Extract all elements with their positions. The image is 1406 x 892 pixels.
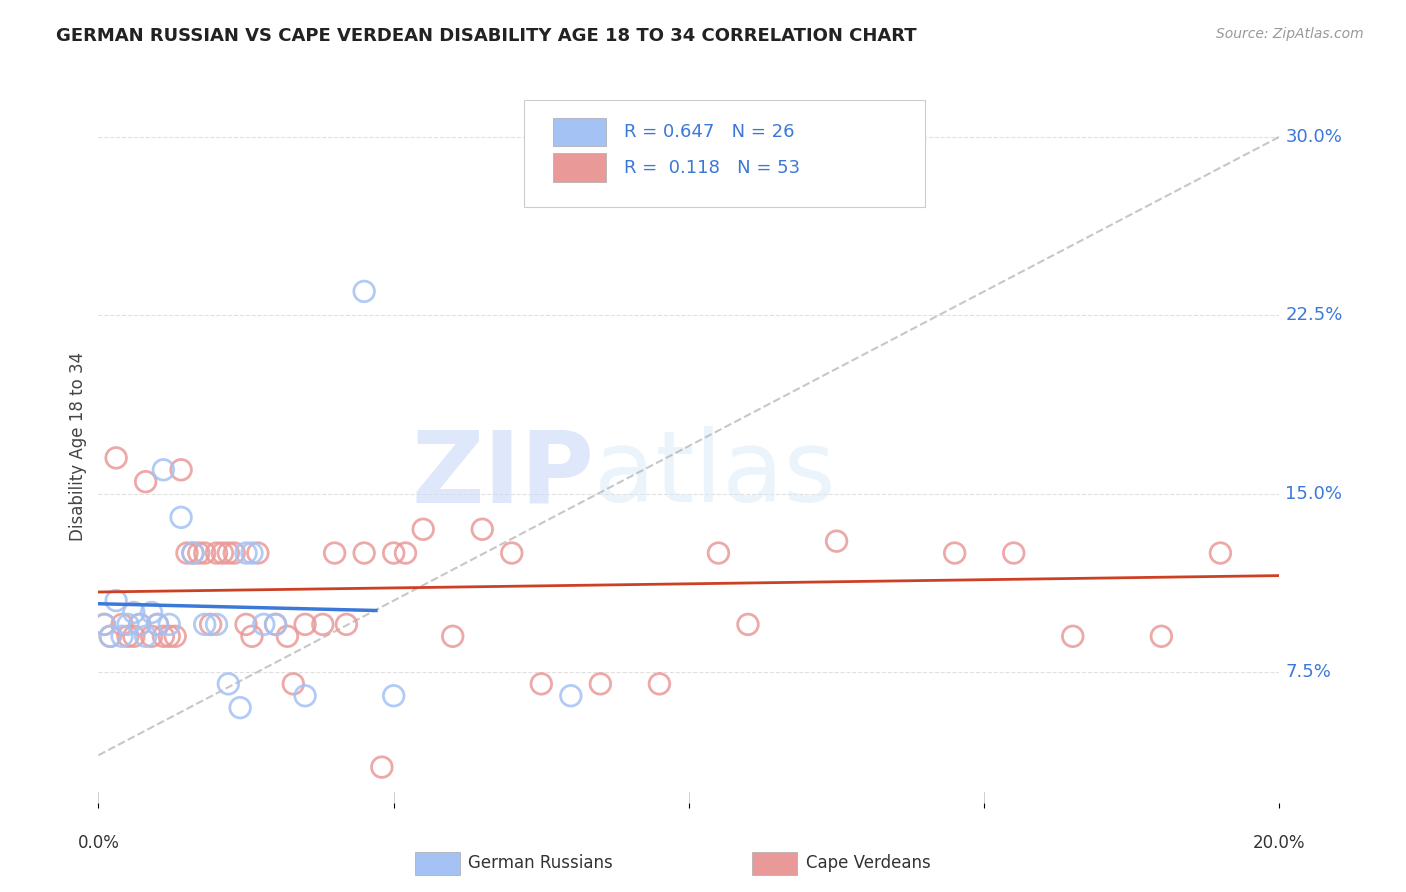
Text: 20.0%: 20.0% — [1253, 834, 1306, 852]
Point — [412, 522, 434, 536]
Text: 15.0%: 15.0% — [1285, 484, 1343, 502]
Point — [737, 617, 759, 632]
Point — [111, 617, 134, 632]
Point — [441, 629, 464, 643]
Point — [205, 546, 228, 560]
Point — [371, 760, 394, 774]
Point — [152, 629, 174, 643]
Point — [146, 617, 169, 632]
Point — [560, 689, 582, 703]
Point — [141, 606, 163, 620]
Point — [240, 629, 263, 643]
Point — [105, 450, 128, 465]
Text: 22.5%: 22.5% — [1285, 306, 1343, 324]
Point — [157, 629, 180, 643]
Point — [165, 629, 187, 643]
Point — [200, 617, 222, 632]
Point — [294, 617, 316, 632]
Point — [176, 546, 198, 560]
Point — [560, 189, 582, 203]
Point — [264, 617, 287, 632]
Point — [211, 546, 233, 560]
Point — [194, 617, 217, 632]
Point — [217, 677, 239, 691]
Point — [382, 689, 405, 703]
Point — [135, 475, 157, 489]
Point — [135, 629, 157, 643]
Point — [530, 677, 553, 691]
Point — [394, 546, 416, 560]
Text: 0.0%: 0.0% — [77, 834, 120, 852]
Point — [335, 617, 357, 632]
Point — [122, 629, 145, 643]
Point — [353, 285, 375, 299]
FancyBboxPatch shape — [553, 118, 606, 146]
Text: R =  0.118   N = 53: R = 0.118 N = 53 — [624, 159, 800, 177]
Text: atlas: atlas — [595, 426, 837, 523]
Point — [181, 546, 204, 560]
Point — [146, 617, 169, 632]
Point — [93, 617, 115, 632]
Point — [141, 629, 163, 643]
Point — [235, 546, 257, 560]
Point — [152, 463, 174, 477]
Point — [501, 546, 523, 560]
Point — [246, 546, 269, 560]
Point — [98, 629, 121, 643]
Point — [187, 546, 209, 560]
Point — [170, 463, 193, 477]
Point — [1062, 629, 1084, 643]
Text: R = 0.647   N = 26: R = 0.647 N = 26 — [624, 123, 794, 141]
Text: Cape Verdeans: Cape Verdeans — [806, 855, 931, 872]
Point — [117, 617, 139, 632]
Text: GERMAN RUSSIAN VS CAPE VERDEAN DISABILITY AGE 18 TO 34 CORRELATION CHART: GERMAN RUSSIAN VS CAPE VERDEAN DISABILIT… — [56, 27, 917, 45]
Point — [181, 546, 204, 560]
Point — [128, 617, 150, 632]
Point — [253, 617, 276, 632]
Point — [294, 689, 316, 703]
Point — [93, 617, 115, 632]
Point — [128, 617, 150, 632]
Point — [205, 617, 228, 632]
Point — [707, 546, 730, 560]
Point — [111, 629, 134, 643]
Point — [353, 546, 375, 560]
Text: Source: ZipAtlas.com: Source: ZipAtlas.com — [1216, 27, 1364, 41]
Point — [825, 534, 848, 549]
Point — [283, 677, 305, 691]
Point — [312, 617, 335, 632]
Point — [276, 629, 298, 643]
Point — [194, 546, 217, 560]
Point — [117, 629, 139, 643]
Text: 7.5%: 7.5% — [1285, 663, 1331, 681]
Point — [323, 546, 346, 560]
FancyBboxPatch shape — [553, 153, 606, 182]
Point — [105, 593, 128, 607]
Text: ZIP: ZIP — [412, 426, 595, 523]
Text: 30.0%: 30.0% — [1285, 128, 1343, 145]
Point — [471, 522, 494, 536]
Point — [264, 617, 287, 632]
Point — [122, 606, 145, 620]
FancyBboxPatch shape — [523, 100, 925, 207]
Point — [157, 617, 180, 632]
Point — [224, 546, 246, 560]
Point — [229, 700, 252, 714]
Point — [217, 546, 239, 560]
Point — [98, 629, 121, 643]
Point — [589, 677, 612, 691]
Point — [235, 617, 257, 632]
Point — [943, 546, 966, 560]
Point — [240, 546, 263, 560]
Point — [648, 677, 671, 691]
Y-axis label: Disability Age 18 to 34: Disability Age 18 to 34 — [69, 351, 87, 541]
Point — [382, 546, 405, 560]
Point — [1209, 546, 1232, 560]
Point — [1002, 546, 1025, 560]
Text: German Russians: German Russians — [468, 855, 613, 872]
Point — [170, 510, 193, 524]
Point — [1150, 629, 1173, 643]
